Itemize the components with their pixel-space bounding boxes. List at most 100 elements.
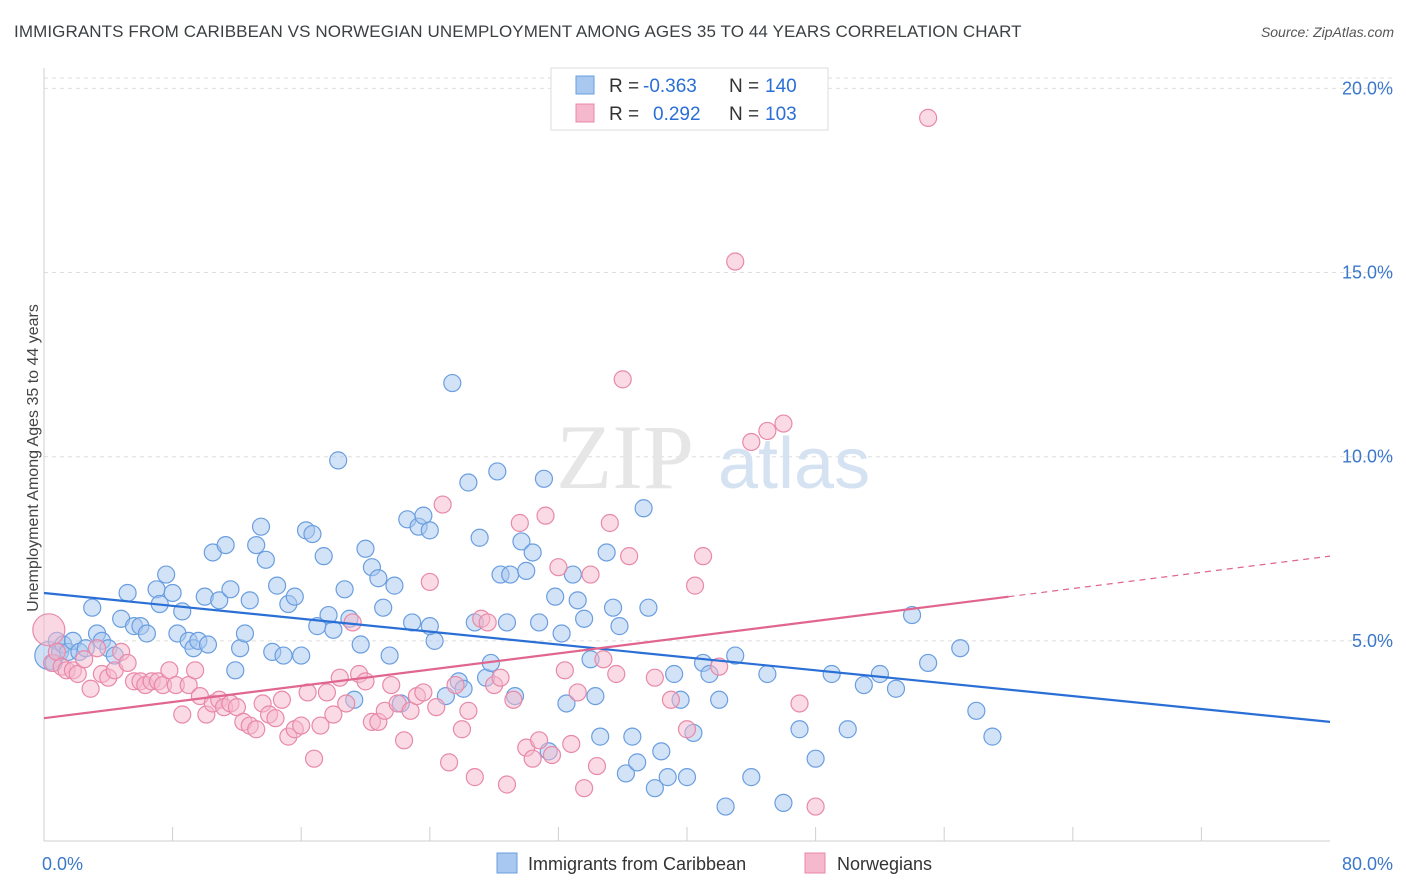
data-point-caribbean [716, 797, 735, 816]
data-point-norwegians [758, 421, 777, 441]
data-point-caribbean [838, 720, 857, 739]
data-point-norwegians [530, 731, 549, 750]
data-point-norwegians [324, 705, 343, 724]
data-point-caribbean [568, 591, 587, 610]
data-point-caribbean [790, 720, 809, 739]
data-point-caribbean [517, 561, 536, 580]
data-point-norwegians [459, 701, 478, 720]
zipatlas-watermark: ZIP atlas [556, 406, 870, 508]
data-point-norwegians [555, 661, 574, 680]
data-point-norwegians [356, 672, 375, 691]
data-point-caribbean [658, 768, 677, 787]
data-point-norwegians [549, 558, 568, 577]
watermark-zip: ZIP [556, 406, 694, 508]
data-point-norwegians [562, 734, 581, 754]
source-label: Source: ZipAtlas.com [1260, 24, 1394, 40]
y-tick-label: 10.0% [1342, 447, 1393, 467]
data-point-caribbean [488, 462, 507, 481]
legend-swatch-pink [575, 103, 595, 123]
data-point-norwegians [32, 613, 66, 647]
series-legend: Immigrants from Caribbean Norwegians [496, 852, 932, 874]
data-point-caribbean [758, 664, 777, 684]
data-point-norwegians [661, 690, 681, 709]
data-point-caribbean [983, 727, 1002, 746]
data-point-norwegians [433, 495, 452, 514]
data-point-norwegians [607, 664, 626, 684]
data-point-caribbean [677, 768, 697, 787]
data-point-caribbean [597, 543, 616, 562]
legend-r-value-2: 0.292 [653, 104, 701, 125]
chart-title: IMMIGRANTS FROM CARIBBEAN VS NORWEGIAN U… [14, 22, 1022, 41]
data-point-caribbean [369, 569, 388, 588]
legend-label-caribbean: Immigrants from Caribbean [528, 854, 746, 874]
data-point-caribbean [420, 521, 439, 540]
data-point-norwegians [742, 432, 761, 452]
x-tick-label: 80.0% [1342, 854, 1393, 874]
data-point-norwegians [613, 370, 632, 389]
legend-label-norwegians: Norwegians [837, 854, 932, 874]
data-point-caribbean [380, 646, 399, 665]
data-point-caribbean [616, 764, 636, 783]
data-point-norwegians [581, 565, 600, 584]
data-point-caribbean [512, 532, 531, 551]
data-point-caribbean [639, 598, 658, 617]
data-point-caribbean [329, 451, 348, 470]
data-point-norwegians [414, 683, 433, 702]
legend-n-value-1: 140 [765, 76, 797, 97]
data-point-caribbean [501, 565, 520, 584]
data-point-caribbean [710, 690, 729, 709]
data-point-caribbean [221, 580, 240, 599]
data-point-norwegians [536, 506, 555, 525]
data-point-norwegians [420, 572, 439, 592]
data-point-norwegians [465, 768, 484, 787]
data-point-norwegians [304, 749, 324, 768]
data-point-caribbean [591, 727, 610, 746]
data-point-caribbean [356, 539, 375, 558]
legend-n-label-1: N = [729, 76, 759, 97]
data-point-norwegians [594, 650, 613, 669]
data-point-norwegians [510, 513, 529, 533]
data-point-norwegians [446, 675, 465, 695]
data-point-norwegians [523, 749, 542, 768]
data-point-norwegians [118, 653, 137, 673]
data-point-caribbean [374, 598, 393, 617]
data-point-caribbean [267, 576, 287, 595]
data-point-norwegians [677, 720, 697, 739]
data-point-caribbean [118, 583, 137, 603]
data-point-caribbean [919, 653, 938, 673]
data-point-caribbean [314, 547, 333, 566]
data-point-caribbean [628, 753, 647, 772]
data-point-caribbean [854, 675, 873, 695]
data-point-caribbean [634, 499, 653, 518]
legend-r-value-1: -0.363 [643, 76, 697, 97]
data-point-norwegians [394, 731, 414, 750]
data-point-caribbean [240, 591, 259, 610]
data-point-caribbean [774, 793, 793, 813]
data-point-caribbean [870, 664, 890, 684]
data-point-caribbean [470, 528, 489, 547]
data-point-caribbean [303, 524, 322, 544]
legend-r-label-1: R = [609, 76, 639, 97]
data-point-caribbean [523, 543, 542, 562]
data-point-caribbean [251, 517, 271, 536]
data-point-caribbean [575, 609, 594, 628]
data-point-norwegians [292, 716, 311, 735]
data-point-caribbean [967, 701, 986, 720]
data-point-caribbean [603, 598, 623, 617]
data-point-norwegians [710, 657, 729, 676]
trend-line-norwegians-extrapolated [1008, 555, 1331, 598]
data-point-caribbean [623, 727, 642, 746]
data-point-caribbean [459, 473, 478, 492]
legend-swatch-caribbean [496, 852, 518, 874]
data-point-norwegians [266, 709, 285, 728]
data-point-caribbean [546, 587, 565, 606]
data-point-norwegians [452, 720, 472, 739]
data-point-caribbean [247, 535, 266, 555]
data-point-caribbean [530, 613, 549, 632]
data-point-caribbean [552, 624, 571, 643]
data-point-norwegians [806, 797, 825, 816]
y-tick-label: 5.0% [1352, 631, 1393, 651]
data-point-caribbean [137, 624, 156, 643]
data-point-norwegians [575, 779, 594, 798]
